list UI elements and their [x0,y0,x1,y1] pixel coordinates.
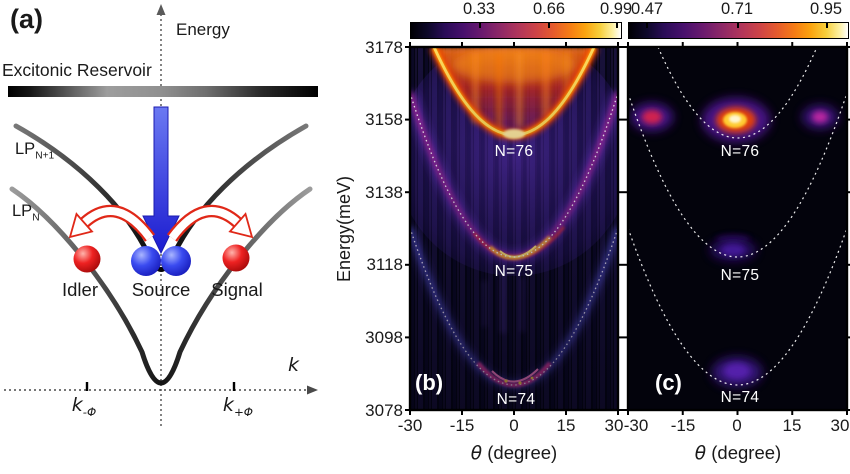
k-plus-phi-label: k+Φ [222,394,254,419]
colorbar-b [410,22,622,39]
source-sphere-left [131,246,161,276]
b-xtick-m30: -30 [397,416,423,435]
mode-label-b-n74: N=74 [496,391,536,408]
lp-n-branch-curve [9,186,313,386]
lp-n1-branch-curve [13,123,309,272]
c-xtick-30: 30 [830,416,850,435]
y-tick-3178: 3178 [365,38,403,57]
c-xtick-15: 15 [782,416,802,435]
panel-b-tag: (b) [415,370,444,395]
c-x-axis-title: θ (degree) [694,442,782,464]
signal-sphere [222,244,250,272]
cbar-c-tick-071: 0.71 [720,0,754,18]
y-tick-3118: 3118 [366,255,403,274]
cbar-b-tick-066: 0.66 [532,0,566,18]
c-xtick-m15: -15 [670,416,696,435]
b-xtick-0: 0 [509,416,519,435]
lp-n1-label: LPN+1 [15,140,55,162]
lp-n-label: LPN [12,202,40,224]
excitonic-reservoir-bar [8,86,318,97]
b-xtick-30: 30 [604,416,624,435]
panel-c-plot-area [628,47,847,410]
idler-sphere [73,245,101,273]
y-tick-3138: 3138 [365,183,403,202]
y-tick-3158: 3158 [365,110,403,129]
panel-b-plot-area [410,47,618,410]
mode-label-c-n75: N=75 [720,267,760,284]
c-xtick-0: 0 [732,416,742,435]
panel-a-tag: (a) [10,4,43,34]
idler-blob-core [642,110,662,124]
reservoir-label: Excitonic Reservoir [2,60,152,80]
y-tick-3078: 3078 [365,401,403,420]
b-x-axis-title: θ (degree) [470,442,558,464]
k-axis-dotted-line [4,382,318,395]
energy-axis-arrowhead-icon [156,4,166,15]
b-xtick-15: 15 [556,416,576,435]
mode-label-b-n76: N=76 [494,143,534,160]
cbar-b-tick-099: 0.99 [599,0,633,18]
panel-b-heatmap [405,42,623,415]
mode-label-c-n74: N=74 [720,389,760,406]
y-axis-title: Energy(meV) [334,175,354,283]
colorbar-c [628,22,849,39]
panel-b-axis-ticks [405,42,623,415]
cbar-c-tick-095: 0.95 [809,0,843,18]
branch-fit-curves [628,47,847,386]
cbar-b-tick-033: 0.33 [462,0,496,18]
k-minus-phi-label: k-Φ [71,394,97,419]
mode-label-c-n76: N=76 [720,143,760,160]
k-axis-arrowhead-icon [307,385,318,395]
signal-blob-core [812,111,828,123]
mode-label-b-n75: N=75 [494,263,534,280]
cbar-c-tick-047: 0.47 [630,0,664,18]
c-xtick-m30: -30 [623,416,649,435]
y-tick-3098: 3098 [365,328,403,347]
panel-a-schematic [4,4,318,428]
source-sphere-right [161,246,191,276]
signal-scatter-arrow-icon [166,204,254,242]
energy-axis-label: Energy [176,20,230,39]
k-axis-label: k [288,354,300,376]
idler-scatter-arrow-icon [68,204,156,242]
panel-c-heatmap [623,42,850,415]
b-xtick-m15: -15 [449,416,475,435]
source-label: Source [131,279,191,300]
signal-label: Signal [211,279,263,300]
source-blob-core [729,115,741,123]
idler-label: Idler [62,279,98,300]
panel-c-tag: (c) [655,370,682,395]
